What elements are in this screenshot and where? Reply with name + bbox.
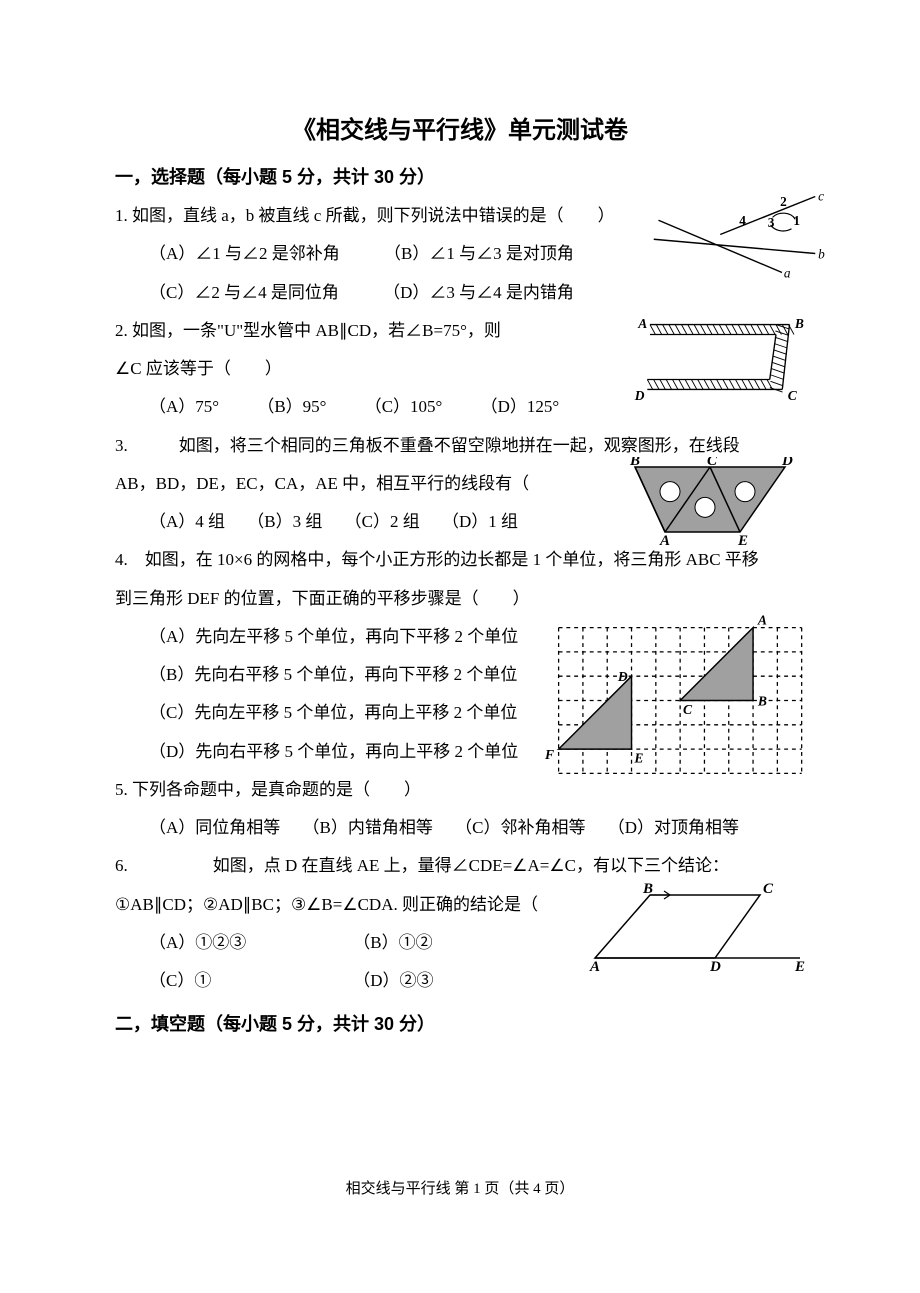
q5-optD: （D）对顶角相等	[608, 809, 739, 847]
q5-optB: （B）内错角相等	[303, 809, 433, 847]
q3-optA: （A）4 组	[149, 503, 225, 541]
q4-optD: （D）先向右平移 5 个单位，再向上平移 2 个单位	[115, 733, 805, 771]
q1-optA: （A）∠1 与∠2 是邻补角	[149, 235, 340, 273]
q4-stem2: 到三角形 DEF 的位置，下面正确的平移步骤是（ ）	[115, 580, 805, 618]
q4-stem: 4. 如图，在 10×6 的网格中，每个小正方形的边长都是 1 个单位，将三角形…	[115, 541, 805, 579]
q2-optB: （B）95°	[257, 388, 326, 426]
section-2-heading: 二，填空题（每小题 5 分，共计 30 分）	[115, 1010, 805, 1036]
q6-stem: 6. 如图，点 D 在直线 AE 上，量得∠CDE=∠A=∠C，有以下三个结论：	[115, 847, 805, 885]
q6-optA: （A）①②③	[149, 924, 349, 962]
q5-stem: 5. 下列各命题中，是真命题的是（ ）	[115, 771, 805, 809]
svg-text:c: c	[818, 188, 824, 203]
q3-stem2: AB，BD，DE，EC，CA，AE 中，相互平行的线段有（	[115, 465, 805, 503]
q3-optD: （D）1 组	[442, 503, 518, 541]
question-3: 3. 如图，将三个相同的三角板不重叠不留空隙地拼在一起，观察图形，在线段 AB，…	[115, 427, 805, 542]
question-5: 5. 下列各命题中，是真命题的是（ ） （A）同位角相等 （B）内错角相等 （C…	[115, 771, 805, 848]
section-1-heading: 一，选择题（每小题 5 分，共计 30 分）	[115, 163, 805, 189]
q4-optA: （A）先向左平移 5 个单位，再向下平移 2 个单位	[115, 618, 805, 656]
q3-optC: （C）2 组	[345, 503, 420, 541]
q2-optC: （C）105°	[365, 388, 443, 426]
page-title: 《相交线与平行线》单元测试卷	[115, 110, 805, 145]
q4-optC: （C）先向左平移 5 个单位，再向上平移 2 个单位	[115, 694, 805, 732]
q2-stem2: ∠C 应该等于（ ）	[115, 350, 805, 388]
q1-stem: 1. 如图，直线 a，b 被直线 c 所截，则下列说法中错误的是（ ）	[115, 197, 805, 235]
q1-optD: （D）∠3 与∠4 是内错角	[383, 274, 574, 312]
page-footer: 相交线与平行线 第 1 页（共 4 页）	[0, 1177, 920, 1198]
q5-optA: （A）同位角相等	[149, 809, 280, 847]
q2-optA: （A）75°	[149, 388, 219, 426]
question-4: 4. 如图，在 10×6 的网格中，每个小正方形的边长都是 1 个单位，将三角形…	[115, 541, 805, 771]
q4-optB: （B）先向右平移 5 个单位，再向下平移 2 个单位	[115, 656, 805, 694]
q3-stem: 3. 如图，将三个相同的三角板不重叠不留空隙地拼在一起，观察图形，在线段	[115, 427, 805, 465]
q2-optD: （D）125°	[481, 388, 560, 426]
q1-optC: （C）∠2 与∠4 是同位角	[149, 274, 339, 312]
q6-optC: （C）①	[149, 962, 349, 1000]
page: 《相交线与平行线》单元测试卷 一，选择题（每小题 5 分，共计 30 分） 1.…	[0, 0, 920, 1293]
q2-stem: 2. 如图，一条"U"型水管中 AB∥CD，若∠B=75°，则	[115, 312, 805, 350]
q3-optB: （B）3 组	[247, 503, 322, 541]
q6-stem2: ①AB∥CD；②AD∥BC；③∠B=∠CDA. 则正确的结论是（	[115, 886, 805, 924]
q5-optC: （C）邻补角相等	[455, 809, 585, 847]
q1-optB: （B）∠1 与∠3 是对顶角	[384, 235, 574, 273]
q6-optB: （B）①②	[353, 924, 432, 962]
question-1: 1. 如图，直线 a，b 被直线 c 所截，则下列说法中错误的是（ ） （A）∠…	[115, 197, 805, 312]
question-6: 6. 如图，点 D 在直线 AE 上，量得∠CDE=∠A=∠C，有以下三个结论：…	[115, 847, 805, 1000]
question-2: 2. 如图，一条"U"型水管中 AB∥CD，若∠B=75°，则 ∠C 应该等于（…	[115, 312, 805, 427]
q6-optD: （D）②③	[353, 962, 433, 1000]
svg-text:b: b	[818, 246, 825, 261]
